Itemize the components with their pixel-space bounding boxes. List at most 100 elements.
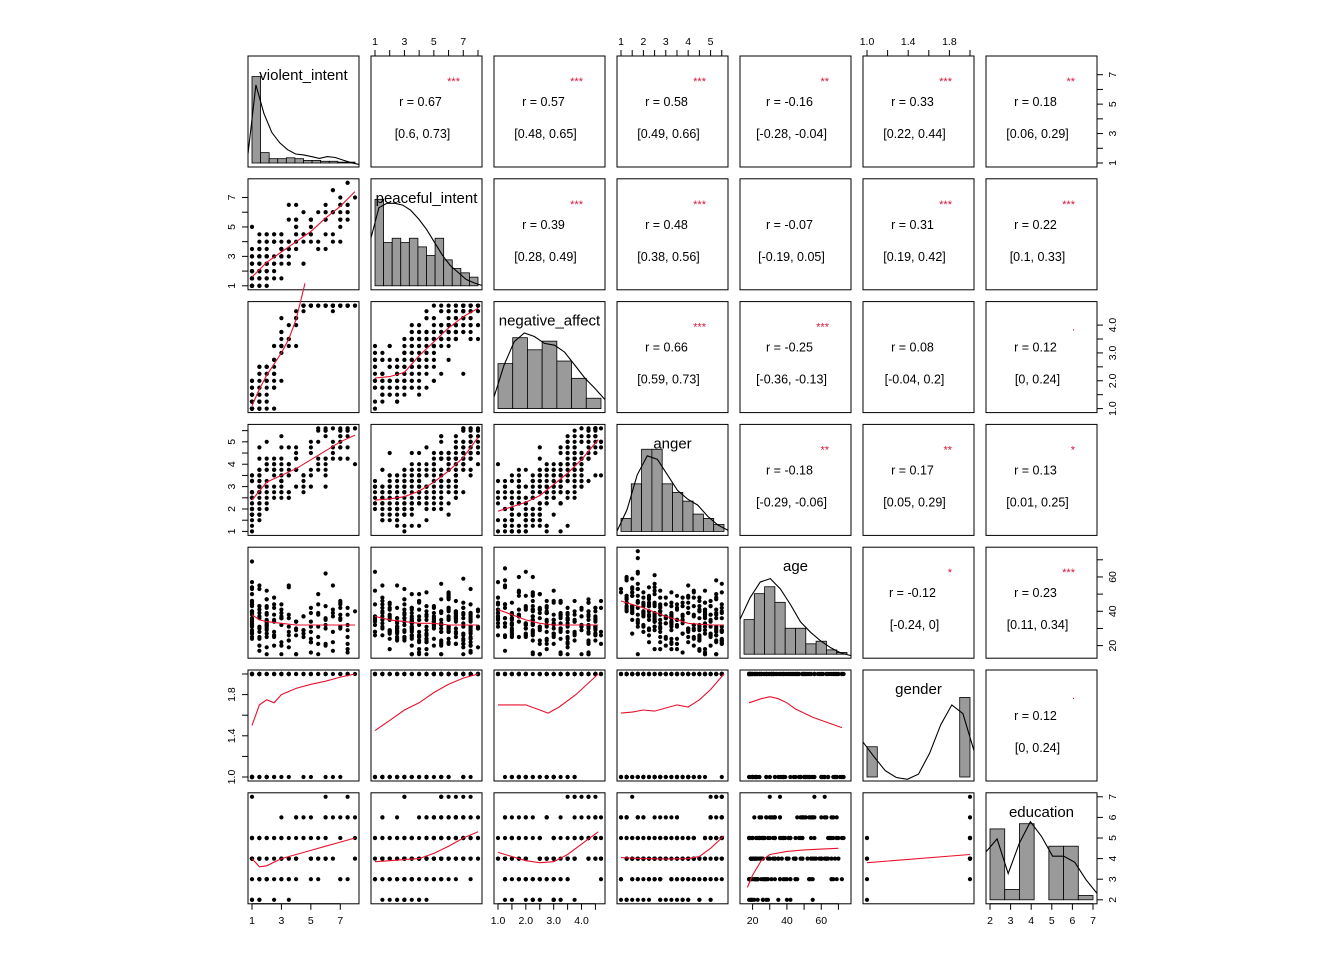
scatter-point — [402, 794, 407, 799]
scatter-point — [691, 590, 696, 595]
scatter-point — [387, 473, 392, 478]
scatter-point — [461, 426, 466, 431]
scatter-point — [294, 652, 299, 657]
scatter-point — [446, 877, 451, 882]
scatter-point — [352, 856, 358, 861]
scatter-point — [249, 622, 255, 628]
scatter-point — [453, 671, 458, 677]
y-tick-label: 1.0 — [1107, 401, 1119, 416]
scatter-point — [264, 490, 269, 495]
scatter-point — [286, 495, 291, 500]
scatter-point — [475, 303, 481, 308]
scatter-point — [264, 364, 269, 369]
scatter-point — [257, 586, 262, 592]
scatter-point — [565, 624, 570, 629]
scatter-point — [249, 835, 255, 841]
scatter-point — [537, 456, 542, 461]
scatter-point — [431, 473, 436, 478]
scatter-point — [708, 856, 713, 861]
scatter-point — [338, 224, 343, 229]
scatter-point — [702, 607, 708, 612]
scatter-point — [380, 385, 385, 390]
scatter-point — [279, 445, 284, 450]
scatter-point — [461, 616, 466, 621]
scatter-point — [402, 357, 407, 362]
scatter-point — [286, 612, 291, 617]
scatter-point — [641, 815, 646, 820]
confidence-interval: [0, 0.24] — [1015, 373, 1060, 387]
scatter-point — [249, 774, 255, 780]
scatter-point — [468, 473, 473, 478]
scatter-point — [330, 450, 335, 456]
scatter-point — [530, 574, 535, 580]
scatter-point — [323, 246, 328, 252]
scatter-point — [669, 815, 674, 820]
panel-age-negative_affect — [493, 546, 606, 659]
scatter-point — [544, 629, 549, 635]
scatter-point — [395, 605, 400, 611]
scatter-point — [646, 633, 652, 638]
scatter-point — [264, 399, 269, 404]
scatter-point — [808, 671, 814, 677]
x-tick-label: 1.0 — [860, 36, 875, 48]
scatter-point — [439, 597, 444, 602]
scatter-point — [812, 835, 817, 841]
scatter-point — [760, 897, 766, 902]
confidence-interval: [0.01, 0.25] — [1006, 495, 1069, 509]
scatter-point — [257, 239, 262, 244]
scatter-point — [424, 590, 429, 595]
lowess-smooth-line — [374, 673, 479, 732]
scatter-point — [714, 595, 719, 600]
scatter-point — [586, 638, 591, 643]
scatter-point — [530, 652, 535, 657]
scatter-point — [294, 450, 299, 456]
scatter-point — [323, 210, 328, 215]
scatter-point — [641, 897, 646, 902]
scatter-point — [249, 378, 255, 383]
scatter-point — [402, 523, 407, 528]
scatter-point — [417, 671, 422, 677]
scatter-point — [409, 371, 414, 376]
scatter-point — [402, 385, 407, 390]
scatter-point — [750, 835, 755, 841]
scatter-point — [257, 399, 262, 404]
scatter-point — [551, 633, 556, 638]
scatter-point — [798, 815, 803, 820]
scatter-point — [593, 445, 598, 450]
scatter-point — [767, 774, 772, 780]
scatter-point — [468, 329, 473, 335]
scatter-point — [424, 501, 429, 506]
scatter-point — [272, 385, 277, 390]
scatter-point — [819, 815, 824, 820]
x-tick-label: 2.0 — [519, 915, 534, 927]
scatter-point — [279, 815, 284, 820]
scatter-point — [831, 774, 836, 780]
scatter-point — [468, 648, 473, 653]
scatter-point — [558, 490, 563, 495]
panel-gender-anger — [616, 669, 729, 782]
panel-frame — [739, 423, 852, 536]
scatter-point — [836, 671, 841, 677]
scatter-point — [635, 624, 640, 629]
scatter-point — [967, 815, 973, 820]
scatter-point — [530, 614, 535, 619]
scatter-point — [286, 239, 291, 244]
scatter-point — [395, 638, 400, 643]
scatter-point — [264, 495, 269, 500]
hist-bar — [682, 500, 694, 532]
scatter-point — [257, 261, 262, 266]
scatter-point — [323, 456, 328, 461]
lowess-smooth-line — [497, 831, 599, 864]
scatter-point — [272, 239, 277, 244]
significance-stars: *** — [939, 76, 953, 88]
scatter-point — [551, 478, 556, 484]
scatter-points — [249, 559, 358, 657]
scatter-point — [308, 835, 313, 841]
scatter-point — [286, 467, 291, 472]
scatter-point — [760, 835, 766, 841]
scatter-point — [446, 303, 451, 308]
scatter-point — [316, 426, 321, 431]
scatter-point — [424, 877, 429, 882]
significance-stars: ** — [820, 76, 829, 88]
